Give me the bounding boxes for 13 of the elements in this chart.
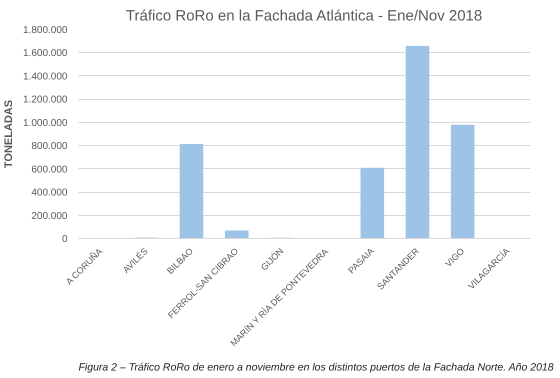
text: Figura 2 – Tráfico RoRo de enero a noviembre en los distintos puertos de la Fachada Norte. Año 2018 bbox=[78, 362, 554, 374]
chart-title: Tráfico RoRo en la Fachada Atlántica - Ene/Nov 2018 bbox=[126, 8, 482, 24]
y-tick-label: 1.200.000 bbox=[23, 94, 68, 106]
y-tick-label: 1.000.000 bbox=[23, 118, 68, 129]
y-axis-title: TONELADAS bbox=[3, 100, 16, 168]
y-tick-label: 800.000 bbox=[31, 141, 68, 152]
y-tick-label: 200.000 bbox=[31, 210, 68, 222]
y-tick-label: 1.600.000 bbox=[23, 48, 68, 60]
y-tick-label: 0 bbox=[62, 234, 68, 245]
y-tick-label: 1.800.000 bbox=[23, 25, 68, 36]
y-tick-label: 1.400.000 bbox=[23, 71, 68, 82]
y-tick-label: 600.000 bbox=[31, 164, 68, 176]
y-tick-label: 400.000 bbox=[31, 188, 68, 199]
